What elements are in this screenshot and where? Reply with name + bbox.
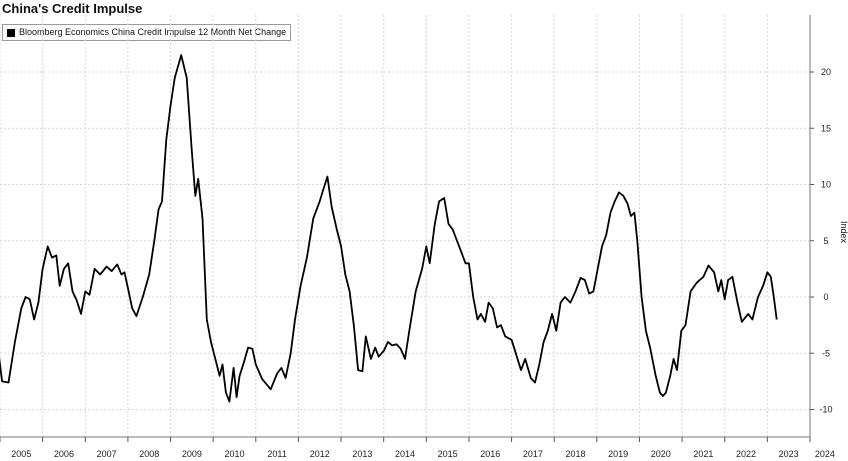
- x-tick-label: 2012: [310, 449, 330, 459]
- x-tick-label: 2021: [693, 449, 713, 459]
- x-tick-label: 2014: [395, 449, 415, 459]
- y-tick-label: 0: [823, 292, 828, 302]
- x-tick-label: 2006: [54, 449, 74, 459]
- x-tick-label: 2015: [438, 449, 458, 459]
- x-tick-label: 2016: [480, 449, 500, 459]
- x-tick-label: 2018: [566, 449, 586, 459]
- x-tick-label: 2007: [97, 449, 117, 459]
- x-tick-label: 2008: [139, 449, 159, 459]
- legend: Bloomberg Economics China Credit Impulse…: [2, 24, 292, 41]
- y-tick-label: 10: [821, 180, 831, 190]
- x-tick-label: 2024: [815, 449, 835, 459]
- x-tick-label: 2017: [523, 449, 543, 459]
- y-tick-label: 20: [821, 67, 831, 77]
- x-tick-label: 2013: [352, 449, 372, 459]
- x-tick-label: 2019: [608, 449, 628, 459]
- x-tick-label: 2010: [224, 449, 244, 459]
- x-tick-label: 2020: [651, 449, 671, 459]
- x-tick-label: 2023: [779, 449, 799, 459]
- x-tick-label: 2005: [11, 449, 31, 459]
- legend-label: Bloomberg Economics China Credit Impulse…: [19, 27, 287, 37]
- y-tick-label: -5: [822, 348, 830, 358]
- y-tick-label: -10: [819, 405, 832, 415]
- x-tick-label: 2022: [736, 449, 756, 459]
- legend-swatch: [7, 28, 15, 37]
- y-axis-label: Index: [839, 221, 848, 244]
- y-tick-label: 5: [823, 236, 828, 246]
- chart-title: China's Credit Impulse: [2, 1, 143, 16]
- x-tick-label: 2009: [182, 449, 202, 459]
- x-tick-label: 2011: [267, 449, 286, 459]
- y-tick-label: 15: [821, 123, 831, 133]
- series-line: [0, 54, 778, 403]
